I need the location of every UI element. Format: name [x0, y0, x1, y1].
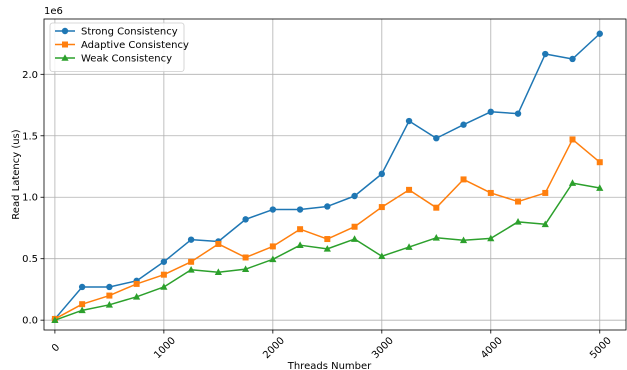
- series-weak-consistency: [51, 179, 604, 323]
- data-point: [269, 255, 277, 263]
- data-point: [569, 136, 576, 143]
- data-point: [433, 204, 440, 211]
- data-point: [78, 306, 86, 314]
- data-point: [596, 184, 604, 191]
- legend-entry: Adaptive Consistency: [55, 40, 189, 51]
- data-point: [351, 223, 358, 230]
- data-point: [514, 110, 522, 117]
- x-tick-label: 5000: [588, 335, 614, 361]
- legend-entry: Strong Consistency: [55, 27, 178, 38]
- y-offset-label: 1e6: [44, 6, 63, 17]
- data-point: [406, 186, 413, 193]
- data-point: [78, 283, 86, 291]
- data-point: [242, 254, 249, 261]
- data-point: [405, 117, 413, 125]
- data-point: [106, 292, 113, 299]
- data-point: [297, 226, 304, 233]
- data-point: [487, 108, 494, 116]
- y-tick-label: 0.0: [22, 316, 38, 327]
- data-point: [215, 240, 222, 247]
- data-point: [514, 218, 522, 225]
- data-point: [378, 170, 386, 178]
- data-point: [79, 301, 86, 308]
- y-tick-label: 1.5: [22, 131, 38, 142]
- data-point: [269, 206, 277, 213]
- legend-marker: [61, 27, 69, 35]
- data-point: [460, 176, 467, 183]
- data-point: [542, 50, 549, 58]
- data-point: [214, 268, 222, 276]
- legend-marker: [61, 54, 69, 61]
- axis-ticks: 0 1000 2000 3000 4000 5000 0.0 0.5 1.0 1.5 2.0: [22, 70, 614, 361]
- data-point: [378, 252, 386, 260]
- data-point: [105, 301, 113, 308]
- data-point: [542, 189, 549, 196]
- y-axis-label: Read Latency (us): [11, 129, 22, 219]
- data-point: [433, 135, 440, 142]
- data-point: [51, 316, 59, 323]
- data-point: [459, 236, 468, 244]
- x-axis-label: Threads Number: [287, 361, 372, 370]
- data-point: [324, 236, 331, 243]
- data-point: [241, 265, 250, 272]
- x-tick-label: 1000: [152, 335, 178, 361]
- data-point: [568, 179, 577, 186]
- legend: Strong Consistency Adaptive Consistency We…: [49, 22, 189, 72]
- data-point: [432, 234, 440, 241]
- data-point: [324, 203, 331, 210]
- data-point: [596, 159, 603, 166]
- series-adaptive-consistency: [51, 136, 603, 322]
- series-lines: [51, 30, 604, 323]
- data-point: [187, 265, 195, 273]
- data-point: [242, 216, 249, 223]
- data-point: [487, 234, 495, 242]
- data-point: [351, 192, 358, 200]
- data-point: [160, 271, 167, 278]
- legend-label: Weak Consistency: [81, 54, 172, 65]
- x-tick-label: 2000: [261, 335, 287, 361]
- y-tick-label: 1.0: [22, 193, 38, 204]
- data-point: [541, 220, 549, 228]
- legend-label: Adaptive Consistency: [81, 40, 189, 51]
- data-point: [378, 204, 385, 211]
- data-point: [460, 121, 467, 128]
- data-point: [133, 293, 141, 300]
- y-tick-label: 2.0: [22, 70, 38, 81]
- data-point: [269, 243, 276, 250]
- legend-label: Strong Consistency: [81, 27, 178, 38]
- data-point: [296, 241, 304, 248]
- data-point: [350, 235, 359, 242]
- data-point: [569, 55, 576, 63]
- data-point: [487, 189, 494, 196]
- legend-entry: Weak Consistency: [55, 54, 172, 65]
- series-line: [54, 33, 601, 320]
- legend-marker: [62, 41, 68, 48]
- data-point: [323, 245, 331, 252]
- x-tick-label: 0: [50, 342, 62, 354]
- data-point: [160, 258, 168, 265]
- data-point: [405, 243, 413, 250]
- legend-box: [49, 22, 185, 72]
- y-tick-label: 0.5: [22, 254, 38, 265]
- data-point: [515, 198, 522, 205]
- data-point: [596, 30, 603, 37]
- data-point: [188, 258, 195, 265]
- data-point: [187, 236, 195, 243]
- x-tick-label: 4000: [479, 335, 505, 361]
- grid: [44, 19, 626, 330]
- data-point: [133, 280, 140, 287]
- data-point: [296, 206, 304, 213]
- x-tick-label: 3000: [370, 335, 396, 361]
- data-point: [160, 283, 168, 290]
- plot-area-frame: [43, 18, 627, 331]
- series-line: [54, 138, 601, 320]
- data-point: [106, 283, 113, 291]
